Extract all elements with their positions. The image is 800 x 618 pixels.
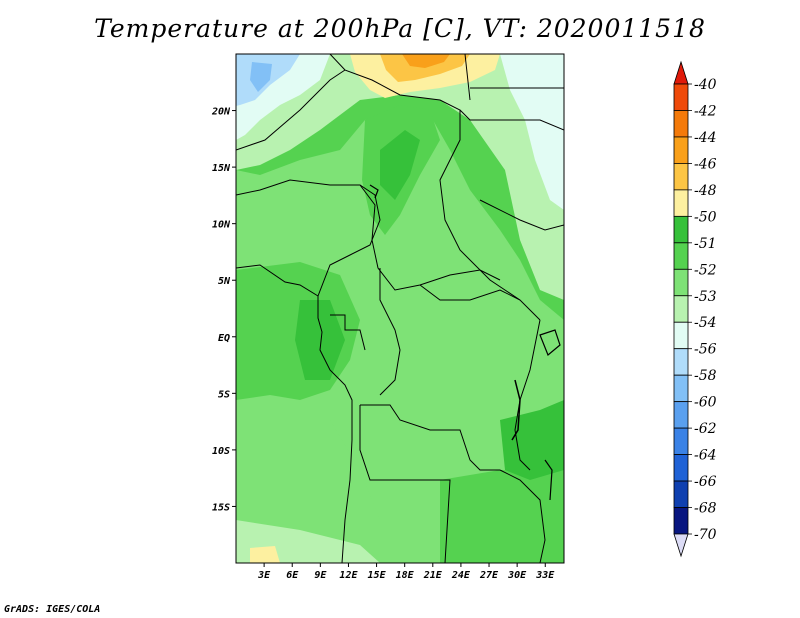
- border-north: [236, 69, 521, 301]
- lon-label: 33E: [535, 570, 555, 581]
- lon-label: 21E: [423, 570, 443, 581]
- map-frame: [235, 53, 565, 564]
- colorbar-swatch: [673, 427, 689, 455]
- lon-label: 3E: [257, 570, 271, 581]
- colorbar-label: -52: [694, 262, 717, 278]
- colorbar-swatch: [673, 321, 689, 350]
- colorbar-label: -68: [694, 501, 717, 517]
- colorbar-label: -60: [694, 395, 717, 411]
- colorbar-label: -64: [694, 448, 717, 464]
- border-zambia: [499, 469, 546, 563]
- lat-label: 5N: [218, 276, 231, 287]
- colorbar-label: -56: [694, 342, 717, 358]
- colorbar-label: -50: [694, 209, 717, 225]
- colorbar-label: -62: [694, 421, 717, 437]
- chart-title: Temperature at 200hPa [C], VT: 202001151…: [94, 14, 706, 43]
- border-angola-drc: [360, 404, 500, 471]
- longitude-axis: 3E 6E 9E 12E 15E 18E 21E 24E 27E 30E 33E: [257, 563, 555, 581]
- colorbar-swatch: [673, 268, 689, 297]
- colorbar-top-arrow: [673, 60, 689, 85]
- border-nigeria: [236, 179, 381, 297]
- field-58-patch: [250, 62, 272, 92]
- lon-label: 18E: [396, 570, 415, 581]
- colorbar-swatch: [673, 295, 689, 323]
- border-sudan: [459, 109, 564, 131]
- colorbar-bottom-arrow: [673, 533, 689, 558]
- colorbar-swatch: [673, 83, 689, 111]
- country-borders: [236, 54, 564, 563]
- colorbar-label: -58: [694, 368, 717, 384]
- field-54-northeast: [500, 54, 564, 210]
- lat-label: 10S: [212, 446, 230, 457]
- colorbar: -40 -42 -44 -46 -48 -50 -51 -52 -53 -54 -56 -58 -60 -…: [673, 60, 717, 558]
- border-chad-car: [359, 184, 501, 291]
- lat-label: 15N: [212, 163, 231, 174]
- field-52-southeast: [440, 460, 564, 563]
- field-51-east: [500, 400, 564, 480]
- border-angola-south: [359, 405, 451, 563]
- lat-label: 15S: [212, 502, 230, 513]
- colorbar-swatch: [673, 401, 689, 429]
- colorbar-swatch: [673, 348, 689, 376]
- colorbar-label: -46: [694, 156, 717, 172]
- lon-label: 15E: [368, 570, 387, 581]
- lat-label: EQ: [218, 333, 230, 344]
- lake-tanganyika: [511, 379, 521, 441]
- lon-label: 27E: [479, 570, 499, 581]
- lon-label: 24E: [451, 570, 471, 581]
- lon-label: 12E: [339, 570, 358, 581]
- lat-label: 20N: [211, 107, 231, 118]
- colorbar-label: -53: [694, 289, 717, 305]
- border-gabon: [330, 314, 366, 351]
- colorbar-label: -70: [694, 527, 717, 543]
- colorbar-swatch: [673, 454, 689, 482]
- colorbar-swatch: [673, 507, 689, 535]
- field-46-top: [402, 54, 450, 68]
- colorbar-label: -54: [694, 315, 717, 331]
- colorbar-label: -44: [694, 130, 717, 146]
- lon-label: 30E: [507, 570, 527, 581]
- lon-label: 9E: [314, 570, 327, 581]
- colorbar-label: -51: [694, 236, 717, 252]
- lon-label: 6E: [286, 570, 299, 581]
- border-libya-niger: [329, 54, 346, 71]
- border-libya-egypt: [464, 54, 471, 101]
- field-51-west: [295, 300, 345, 380]
- colorbar-swatch: [673, 189, 689, 217]
- temperature-field: [236, 54, 564, 563]
- latitude-axis: 20N 15N 10N 5N EQ 5S 10S 15S: [211, 107, 236, 513]
- field-51-tongue: [380, 130, 420, 200]
- colorbar-swatch: [673, 163, 689, 191]
- border-congo: [379, 268, 401, 396]
- colorbar-swatch: [673, 480, 689, 508]
- field-50-southwest: [250, 546, 280, 563]
- lat-label: 5S: [218, 389, 230, 400]
- colorbar-swatch: [673, 215, 689, 244]
- colorbar-swatch: [673, 110, 689, 138]
- field-53-north: [236, 54, 564, 300]
- lake-victoria: [539, 329, 561, 356]
- colorbar-label: -40: [694, 77, 717, 93]
- footer-credit: GrADS: IGES/COLA: [4, 604, 101, 615]
- colorbar-label: -66: [694, 474, 717, 490]
- coastline-west: [236, 264, 353, 563]
- lake-chad: [369, 184, 379, 199]
- lake-malawi: [544, 459, 553, 501]
- border-car-drc: [419, 284, 541, 321]
- colorbar-swatch: [673, 374, 689, 403]
- lat-label: 10N: [212, 220, 231, 231]
- colorbar-swatch: [673, 136, 689, 164]
- border-south-sudan: [479, 199, 564, 231]
- colorbar-swatch: [673, 242, 689, 270]
- colorbar-label: -48: [694, 183, 717, 199]
- colorbar-label: -42: [694, 103, 717, 119]
